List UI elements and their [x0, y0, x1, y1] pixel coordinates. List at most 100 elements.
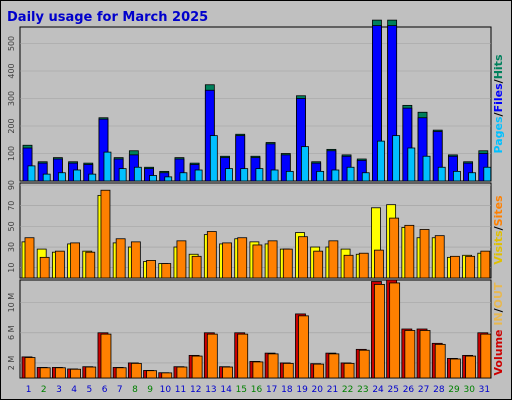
bar-sites	[206, 231, 217, 279]
bar-files	[463, 162, 474, 182]
bar-pages	[209, 135, 218, 182]
bar-pages	[270, 169, 279, 182]
legend-label-part: OUT	[492, 282, 505, 308]
bar-pages	[57, 172, 66, 182]
bar-sites	[100, 189, 111, 279]
x-tick-label: 12	[190, 385, 201, 395]
bar-sites	[328, 240, 339, 279]
legend-label-part: Pages	[492, 116, 505, 154]
y-tick-label: 400	[7, 63, 16, 78]
bar-sites	[70, 242, 80, 279]
y-tick-label: 500	[7, 36, 16, 51]
bar-sites	[282, 248, 293, 279]
bar-files	[448, 155, 458, 182]
x-tick-label: 18	[281, 385, 293, 395]
bar-pages	[42, 173, 51, 182]
bar-volume	[358, 349, 370, 379]
bar-pages	[103, 151, 112, 182]
bar-files	[432, 131, 443, 182]
y-tick-label: 50	[7, 221, 16, 231]
x-tick-label: 6	[102, 385, 108, 395]
bar-pages	[225, 168, 233, 182]
x-tick-label: 8	[132, 385, 138, 395]
bar-volume	[374, 284, 385, 379]
bar-volume	[146, 370, 157, 379]
bar-pages	[27, 165, 36, 182]
bar-pages	[179, 172, 188, 182]
bar-pages	[483, 166, 492, 182]
bar-pages	[361, 172, 370, 182]
x-tick-label: 9	[147, 385, 153, 395]
bar-volume	[85, 366, 97, 379]
legend-pages-files-hits: Pages/Files/Hits	[492, 54, 505, 153]
y-tick-label: 30	[7, 242, 16, 252]
bar-pages	[422, 155, 431, 182]
bar-pages	[240, 168, 249, 182]
bar-files	[326, 150, 337, 182]
x-tick-label: 29	[448, 385, 460, 395]
y-tick-label: 10	[7, 263, 16, 273]
bar-volume	[343, 362, 355, 379]
x-tick-label: 14	[220, 385, 232, 395]
bar-sites	[389, 217, 400, 279]
x-tick-label: 27	[418, 385, 429, 395]
x-tick-label: 17	[266, 385, 277, 395]
x-tick-label: 22	[342, 385, 353, 395]
bar-sites	[267, 240, 278, 279]
bar-sites	[24, 237, 35, 279]
legend-label-part: /	[492, 111, 505, 116]
y-tick-label: 10 M	[7, 293, 16, 313]
x-tick-label: 10	[160, 385, 172, 395]
bar-files	[417, 117, 428, 182]
x-tick-label: 20	[312, 385, 324, 395]
bar-pages	[453, 170, 461, 182]
x-tick-label: 11	[175, 385, 186, 395]
bar-sites	[374, 249, 384, 279]
bar-volume	[465, 355, 477, 379]
bar-sites	[343, 254, 354, 279]
x-tick-label: 13	[205, 385, 216, 395]
bar-pages	[118, 168, 127, 182]
bar-sites	[313, 250, 324, 279]
y-tick-label: 200	[7, 118, 16, 133]
bar-volume	[115, 367, 127, 379]
bar-pages	[73, 169, 81, 182]
x-tick-label: 28	[433, 385, 445, 395]
x-tick-label: 3	[56, 385, 62, 395]
bar-volume	[130, 362, 142, 379]
legend-label-part: Files	[492, 83, 505, 113]
bar-pages	[255, 168, 264, 182]
bar-sites	[115, 238, 126, 279]
bar-sites	[434, 235, 445, 279]
bar-volume	[70, 368, 81, 379]
legend-label-part: Sites	[492, 195, 505, 226]
bar-files	[296, 98, 306, 182]
panel-hits-files-pages: 100 200 300 400 500	[7, 19, 492, 182]
bar-sites	[191, 255, 202, 279]
legend-volume-in-out: Volume IN/OUT	[492, 282, 505, 375]
bar-sites	[480, 250, 491, 279]
bar-pages	[285, 170, 294, 182]
bar-volume	[191, 355, 203, 379]
bar-volume	[206, 333, 218, 379]
bar-pages	[149, 175, 157, 182]
bar-files	[52, 158, 63, 182]
x-tick-label: 4	[71, 385, 77, 395]
legend-label-part: Volume	[492, 326, 505, 376]
bar-sites	[146, 260, 156, 279]
bar-volume	[450, 358, 461, 379]
bar-volume	[404, 330, 416, 379]
bar-pages	[392, 135, 401, 182]
x-tick-label: 2	[41, 385, 47, 395]
x-tick-label: 21	[327, 385, 338, 395]
bar-sites	[39, 256, 50, 279]
x-tick-label: 24	[372, 385, 384, 395]
bar-sites	[404, 224, 415, 279]
legend-label-part: /	[492, 225, 505, 230]
bar-sites	[237, 237, 248, 279]
bar-files	[37, 162, 48, 182]
x-tick-label: 15	[236, 385, 247, 395]
bar-sites	[176, 240, 187, 279]
bar-sites	[222, 242, 232, 279]
